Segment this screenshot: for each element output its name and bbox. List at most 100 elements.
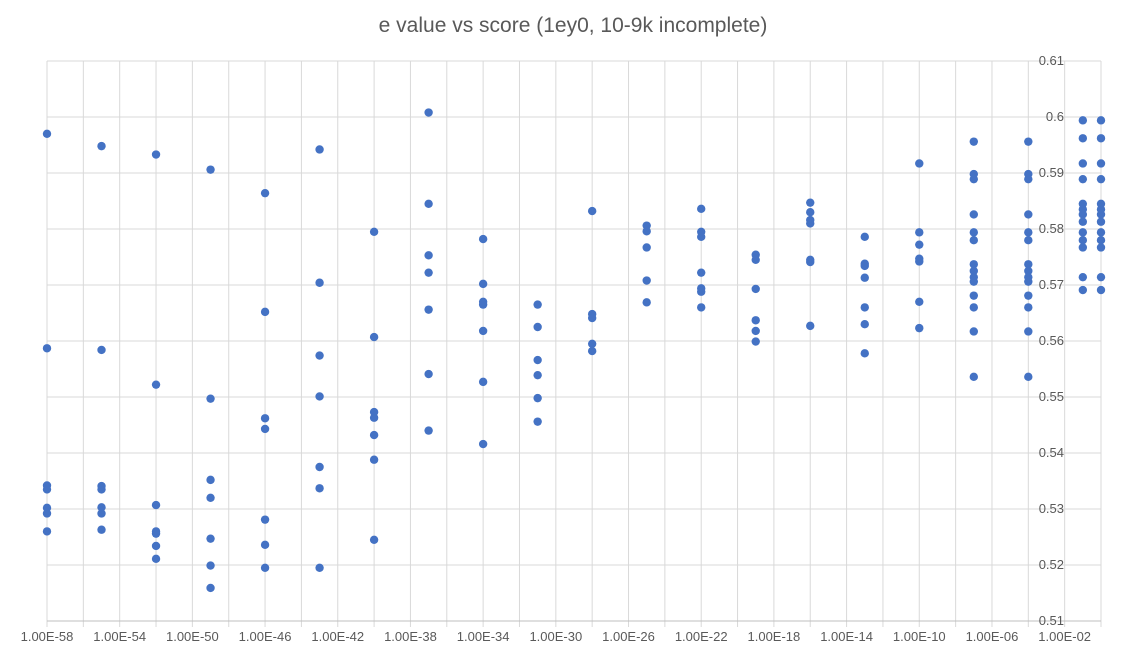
data-point	[697, 232, 706, 242]
data-point	[315, 462, 324, 472]
data-point	[1078, 134, 1088, 143]
data-point	[1096, 228, 1106, 237]
data-point	[1024, 210, 1033, 219]
data-point	[533, 417, 542, 426]
data-point	[533, 370, 542, 380]
data-point	[806, 198, 815, 207]
data-point	[860, 320, 869, 329]
x-tick-labels: 1.00E-58 1.00E-54 1.00E-50 1.00E-46 1.00E-42…	[21, 629, 1091, 644]
data-point	[424, 305, 433, 314]
data-point	[969, 210, 978, 219]
data-point	[315, 351, 324, 360]
y-tick-label: 0.61	[1039, 53, 1064, 68]
data-point	[969, 327, 978, 336]
data-point	[1078, 210, 1088, 219]
data-point	[1096, 285, 1106, 295]
data-point	[697, 204, 706, 214]
y-tick-label: 0.54	[1039, 445, 1064, 460]
data-point	[969, 137, 978, 146]
x-tick-label: 1.00E-38	[384, 629, 437, 644]
data-point	[1096, 134, 1106, 143]
data-point	[97, 503, 106, 512]
data-point	[260, 540, 270, 550]
data-point	[969, 174, 978, 184]
data-point	[206, 583, 215, 593]
data-point	[1078, 272, 1088, 282]
y-tick-labels: 0.51 0.52 0.53 0.54 0.55 0.56 0.57 0.58 0.59 0.6 0…	[1039, 53, 1064, 628]
data-point	[1096, 159, 1106, 168]
data-point	[1078, 159, 1088, 168]
data-point	[642, 243, 651, 252]
data-point	[751, 316, 760, 325]
data-point	[97, 525, 106, 534]
x-tick-label: 1.00E-42	[311, 629, 364, 644]
data-point	[315, 392, 324, 401]
data-point	[1024, 228, 1033, 237]
data-point	[1096, 116, 1106, 125]
data-point	[969, 291, 978, 300]
data-point	[860, 273, 869, 282]
data-point	[915, 159, 924, 168]
data-point	[151, 529, 161, 538]
data-point	[1024, 303, 1033, 312]
y-tick-label: 0.52	[1039, 557, 1064, 572]
data-point	[478, 279, 488, 289]
data-point	[1096, 217, 1106, 226]
data-point	[751, 326, 760, 336]
data-point	[1078, 285, 1088, 295]
grid-lines	[46, 60, 1102, 627]
data-point	[642, 298, 651, 307]
data-point	[697, 268, 706, 277]
data-point	[1078, 217, 1088, 226]
data-point	[151, 380, 161, 389]
data-point	[1024, 137, 1033, 146]
data-point	[42, 509, 52, 518]
data-point	[1024, 174, 1033, 184]
data-point	[42, 527, 52, 536]
data-point	[1024, 260, 1033, 269]
data-point	[424, 268, 433, 277]
data-point	[478, 326, 488, 336]
data-point	[806, 257, 815, 267]
data-point	[915, 240, 924, 249]
y-tick-label: 0.59	[1039, 165, 1064, 180]
data-point	[478, 377, 488, 387]
y-tick-label: 0.53	[1039, 501, 1064, 516]
data-point	[1078, 174, 1088, 184]
x-tick-label: 1.00E-18	[748, 629, 801, 644]
y-tick-label: 0.56	[1039, 333, 1064, 348]
data-point	[369, 332, 379, 342]
data-point	[587, 339, 597, 348]
data-point	[97, 141, 106, 151]
x-tick-label: 1.00E-30	[529, 629, 582, 644]
data-point	[587, 313, 597, 323]
data-point	[915, 323, 924, 333]
data-point	[260, 307, 270, 317]
data-point	[260, 424, 270, 434]
data-point	[478, 300, 488, 309]
x-tick-label: 1.00E-50	[166, 629, 219, 644]
x-tick-label: 1.00E-02	[1038, 629, 1091, 644]
data-point	[1024, 327, 1033, 336]
data-point	[424, 199, 433, 208]
data-point	[969, 277, 978, 286]
data-point	[42, 129, 52, 138]
y-tick-label: 0.51	[1039, 613, 1064, 628]
data-point	[533, 322, 542, 332]
data-point	[860, 349, 869, 358]
data-point	[969, 228, 978, 237]
data-point	[206, 394, 215, 403]
data-point	[369, 455, 379, 464]
data-point	[587, 346, 597, 356]
data-point	[151, 500, 161, 510]
data-point	[424, 251, 433, 260]
data-point	[42, 344, 52, 353]
data-point	[369, 227, 379, 236]
data-point	[424, 108, 433, 117]
data-point	[806, 219, 815, 228]
x-tick-label: 1.00E-22	[675, 629, 728, 644]
data-point	[969, 303, 978, 312]
data-point	[315, 278, 324, 287]
y-tick-label: 0.6	[1046, 109, 1064, 124]
x-tick-label: 1.00E-14	[820, 629, 873, 644]
